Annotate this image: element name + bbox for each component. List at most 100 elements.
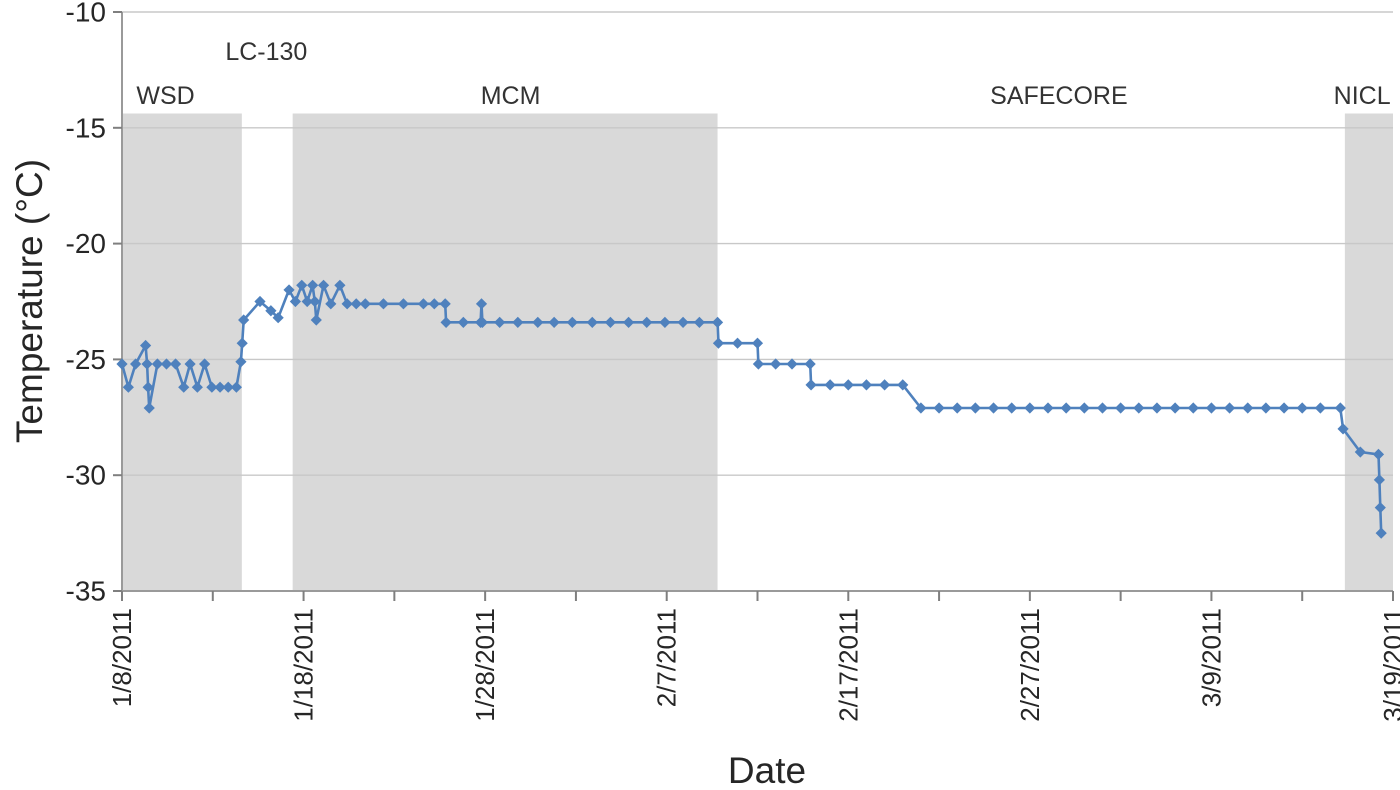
data-point-marker [915, 402, 927, 414]
data-point-marker [824, 379, 836, 391]
data-point-marker [1375, 527, 1387, 539]
x-tick-label: 2/7/2011 [652, 608, 682, 707]
data-point-marker [143, 402, 155, 414]
data-point-marker [770, 358, 782, 370]
data-point-marker [1115, 402, 1127, 414]
data-point-marker [476, 316, 489, 328]
data-point-marker [206, 381, 218, 393]
data-point-marker [1278, 402, 1290, 414]
data-point-marker [1260, 402, 1272, 414]
data-point-marker [140, 339, 152, 352]
data-point-marker [752, 358, 765, 370]
data-point-marker [214, 381, 226, 393]
data-point-marker [1078, 402, 1090, 414]
data-point-marker [309, 295, 321, 308]
data-point-marker [272, 312, 284, 324]
data-point-marker [141, 358, 153, 370]
data-point-marker [254, 295, 266, 308]
data-point-marker [1296, 402, 1308, 414]
data-point-marker [341, 298, 353, 310]
data-point-marker [494, 316, 506, 328]
data-point-marker [439, 298, 451, 310]
data-point-marker [184, 358, 196, 370]
x-tick-label: 3/19/2011 [1378, 608, 1400, 722]
data-point-marker [1354, 446, 1366, 458]
y-tick-label: -20 [66, 228, 106, 259]
y-tick-label: -15 [66, 112, 106, 143]
data-point-marker [731, 337, 744, 349]
data-point-marker [116, 358, 128, 370]
data-point-marker [548, 316, 560, 328]
data-point-marker [1006, 402, 1018, 414]
data-point-marker [142, 381, 154, 393]
data-point-marker [969, 402, 981, 414]
y-tick-label: -10 [66, 0, 106, 28]
region-band-mcm [292, 113, 718, 591]
x-axis-title: Date [727, 750, 807, 790]
data-point-marker [659, 316, 671, 328]
data-point-marker [310, 314, 322, 326]
data-point-marker [475, 298, 488, 310]
data-point-marker [317, 279, 330, 291]
data-point-marker [457, 316, 469, 328]
data-point-marker [842, 379, 854, 391]
data-point-marker [417, 298, 430, 310]
data-point-marker [641, 316, 653, 328]
x-tick-label: 2/27/2011 [1015, 608, 1045, 722]
data-point-marker [1151, 402, 1163, 414]
data-point-marker [289, 295, 302, 308]
data-point-marker [1373, 474, 1385, 486]
data-point-marker [566, 316, 578, 328]
region-label-lc-130: LC-130 [225, 38, 307, 66]
data-point-marker [230, 381, 242, 393]
data-point-marker [712, 337, 725, 349]
data-point-marker [359, 298, 371, 310]
data-point-marker [1223, 402, 1236, 414]
data-point-marker [1205, 402, 1218, 414]
x-tick-label: 1/8/2011 [107, 608, 137, 707]
data-point-marker [693, 316, 705, 328]
data-point-marker [235, 356, 247, 368]
data-point-marker [1334, 402, 1346, 414]
data-point-marker [169, 358, 182, 370]
data-point-marker [622, 316, 635, 328]
data-point-marker [428, 298, 440, 310]
data-point-marker [130, 358, 142, 370]
data-point-marker [1187, 402, 1199, 414]
data-point-marker [236, 337, 248, 349]
x-tick-label: 1/28/2011 [470, 608, 500, 722]
data-point-marker [987, 402, 1000, 414]
data-point-marker [951, 402, 963, 414]
data-point-marker [440, 316, 452, 328]
data-point-marker [879, 379, 891, 391]
data-point-marker [265, 305, 277, 317]
data-point-marker [532, 316, 544, 328]
data-point-marker [711, 316, 724, 328]
y-tick-label: -30 [66, 460, 106, 491]
data-point-marker [512, 316, 524, 328]
region-label-mcm: MCM [481, 82, 541, 110]
data-point-marker [377, 298, 390, 310]
region-label-safecore: SAFECORE [990, 82, 1128, 110]
data-point-marker [307, 279, 319, 291]
data-point-marker [199, 358, 211, 370]
data-point-marker [191, 381, 203, 393]
x-tick-label: 2/17/2011 [833, 608, 863, 722]
y-axis-title: Temperature (°C) [9, 158, 50, 444]
data-point-marker [604, 316, 617, 328]
data-point-marker [222, 381, 234, 393]
region-label-nicl: NICL [1334, 82, 1391, 110]
data-point-marker [1372, 448, 1385, 460]
region-band-wsd [122, 113, 242, 591]
data-point-marker [1337, 423, 1349, 435]
data-point-marker [334, 279, 346, 291]
data-point-marker [586, 316, 598, 328]
data-point-marker [178, 381, 190, 393]
data-point-marker [1042, 402, 1054, 414]
data-point-marker [1314, 402, 1326, 414]
data-point-marker [397, 298, 410, 310]
data-point-marker [1096, 402, 1109, 414]
data-point-marker [296, 279, 308, 291]
